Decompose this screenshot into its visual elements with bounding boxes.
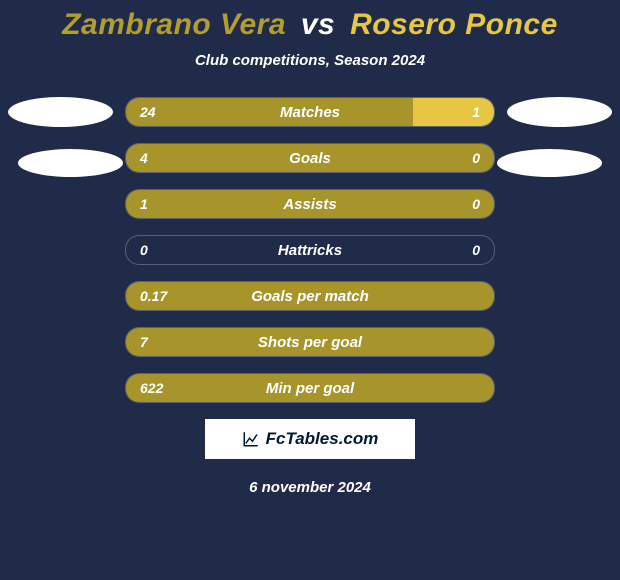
- player2-badge: [507, 97, 612, 127]
- subtitle: Club competitions, Season 2024: [0, 52, 620, 69]
- bar-label: Goals per match: [126, 282, 494, 310]
- bar-label: Assists: [126, 190, 494, 218]
- stat-row: 40Goals: [125, 143, 495, 173]
- player1-name: Zambrano Vera: [62, 8, 286, 41]
- stat-row: 241Matches: [125, 97, 495, 127]
- bar-label: Shots per goal: [126, 328, 494, 356]
- stat-row: 622Min per goal: [125, 373, 495, 403]
- stat-row: 0.17Goals per match: [125, 281, 495, 311]
- stat-row: 10Assists: [125, 189, 495, 219]
- player2-name: Rosero Ponce: [350, 8, 558, 41]
- stats-area: 241Matches 40Goals 10Assists 00Hattricks 0.1…: [0, 97, 620, 403]
- comparison-title: Zambrano Vera vs Rosero Ponce: [0, 8, 620, 42]
- chart-icon: [242, 430, 260, 448]
- bar-label: Goals: [126, 144, 494, 172]
- bar-label: Min per goal: [126, 374, 494, 402]
- stat-bars: 241Matches 40Goals 10Assists 00Hattricks 0.1…: [125, 97, 495, 403]
- bar-label: Matches: [126, 98, 494, 126]
- source-logo: FcTables.com: [205, 419, 415, 459]
- bar-label: Hattricks: [126, 236, 494, 264]
- player2-badge-2: [497, 149, 602, 177]
- date-text: 6 november 2024: [0, 479, 620, 496]
- player1-badge-2: [18, 149, 123, 177]
- logo-text: FcTables.com: [266, 429, 379, 449]
- stat-row: 00Hattricks: [125, 235, 495, 265]
- vs-text: vs: [301, 8, 335, 41]
- player1-badge: [8, 97, 113, 127]
- stat-row: 7Shots per goal: [125, 327, 495, 357]
